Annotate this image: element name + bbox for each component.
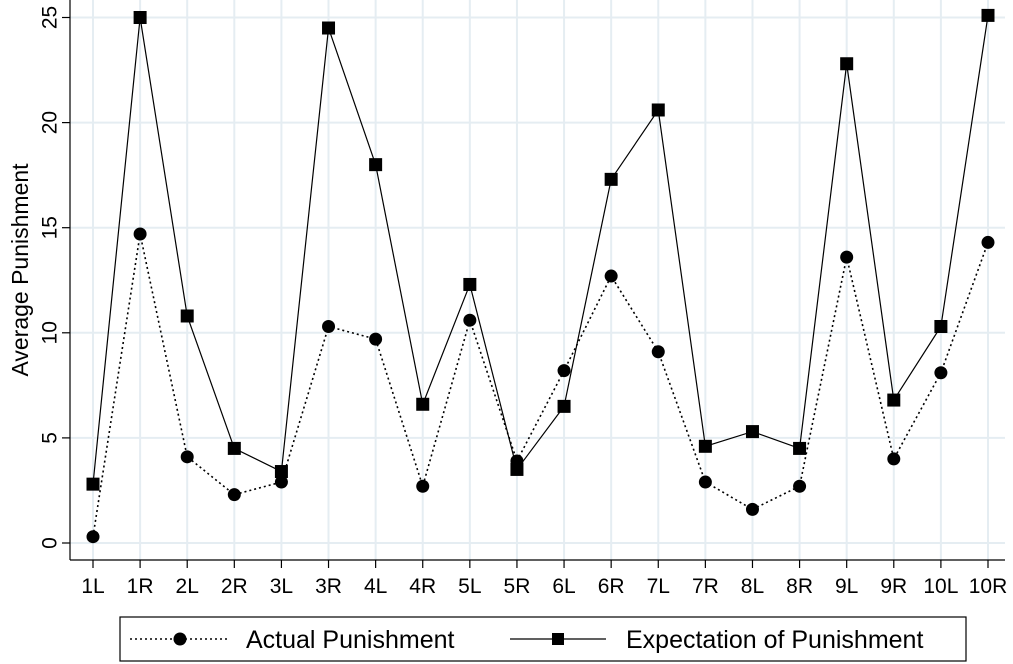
expectation-point [981,8,995,22]
actual-point [133,227,147,241]
axes [69,0,1005,561]
expectation-point [934,319,948,333]
y-tick-label: 15 [38,216,61,239]
x-tick-label: 9L [835,575,858,598]
actual-point [745,502,759,516]
expectation-point [322,21,336,35]
y-ticks: 0 5 10 15 20 25 [38,6,70,549]
expectation-point [745,425,759,439]
actual-point [369,332,383,346]
expectation-point [463,277,477,291]
grid-lines [70,0,1005,560]
series-line-actual [92,233,989,537]
actual-point [322,319,336,333]
expectation-point [274,465,288,479]
x-tick-label: 5R [504,575,531,598]
x-tick-label: 10L [923,575,958,598]
legend-swatch-actual-marker [173,632,187,646]
x-tick-label: 2L [176,575,199,598]
expectation-point [840,57,854,71]
expectation-point [369,158,383,172]
actual-point [86,530,100,544]
actual-point [416,479,430,493]
x-tick-label: 6R [598,575,625,598]
actual-point [227,488,241,502]
actual-point [934,366,948,380]
y-tick-label: 10 [38,321,61,344]
x-tick-label: 7L [647,575,670,598]
actual-point [981,235,995,249]
expectation-point [698,439,712,453]
y-tick-label: 0 [38,537,61,549]
x-tick-label: 1L [81,575,104,598]
x-tick-label: 8R [786,575,813,598]
x-ticks: 1L 1R 2L 2R 3L 3R 4L 4R 5L 5R 6L 6R 7L 7R 8L 8R 9L 9R 10L 1… [81,560,1007,598]
expectation-point [651,103,665,117]
x-tick-label: 4R [409,575,436,598]
actual-point [887,452,901,466]
actual-point [604,269,618,283]
y-tick-label: 20 [38,111,61,134]
legend-label-actual: Actual Punishment [246,626,455,654]
actual-point [840,250,854,264]
actual-point [793,479,807,493]
x-tick-label: 2R [221,575,248,598]
expectation-point [887,393,901,407]
expectation-point [180,309,194,323]
expectation-point [557,399,571,413]
expectation-point [133,11,147,24]
actual-point [463,313,477,327]
actual-point [557,364,571,378]
expectation-point [86,477,100,491]
legend-item-expectation: Expectation of Punishment [510,626,923,654]
actual-point [180,450,194,464]
legend: Actual Punishment Expectation of Punishm… [119,616,967,662]
x-tick-label: 4L [364,575,387,598]
expectation-point [416,397,430,411]
expectation-point [604,172,618,186]
x-tick-label: 8L [741,575,764,598]
actual-point [651,345,665,359]
expectation-point [793,441,807,455]
x-tick-label: 1R [127,575,154,598]
legend-swatch-expectation-marker [552,633,564,645]
y-tick-label: 5 [38,432,61,444]
x-tick-label: 3L [270,575,293,598]
actual-point [274,475,288,489]
x-tick-label: 5L [458,575,481,598]
x-tick-label: 7R [692,575,719,598]
x-tick-label: 3R [315,575,342,598]
expectation-point [227,441,241,455]
x-tick-label: 6L [552,575,575,598]
x-tick-label: 9R [880,575,907,598]
actual-point [698,475,712,489]
series-line-expectation [92,15,989,485]
y-tick-label: 25 [38,6,61,29]
y-axis-label: Average Punishment [7,163,33,377]
expectation-point [510,462,524,476]
x-tick-label: 10R [969,575,1008,598]
legend-item-actual: Actual Punishment [130,626,455,654]
series [86,8,995,544]
legend-label-expectation: Expectation of Punishment [626,626,923,654]
